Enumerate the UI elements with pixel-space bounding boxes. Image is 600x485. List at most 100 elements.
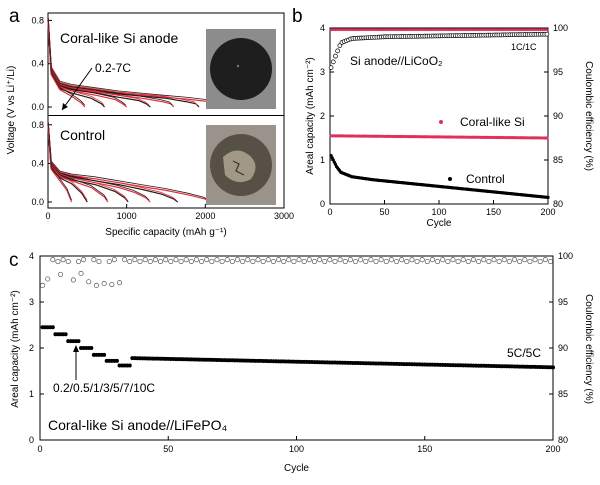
ce-point [358, 257, 364, 263]
ce-point [122, 257, 128, 263]
capacity-point-rate [50, 325, 55, 330]
subplot-label-control: Control [60, 127, 105, 143]
title-annotation-b: Si anode//LiCoO₂ [350, 54, 443, 68]
ce-point-control [544, 31, 550, 37]
y2-axis-label-c: Coulombic efficiency (%) [583, 294, 594, 404]
ce-point [311, 258, 318, 265]
voltage-curve-charge-coral-3 [47, 18, 173, 106]
x-tick-label-a: 0 [45, 211, 50, 221]
ce-point-coral [458, 28, 462, 32]
ce-point [265, 257, 271, 263]
ce-point-coral [534, 28, 538, 32]
ce-point-coral [484, 28, 488, 32]
ce-point-coral [362, 28, 366, 32]
rate-annotation-b: 1C/1C [511, 42, 537, 52]
panel-b: b0 50 100 150 2000123480859095100CycleAreal … [292, 6, 594, 229]
ce-point [275, 257, 282, 263]
capacity-point-long [551, 365, 555, 370]
ce-point [245, 257, 251, 263]
ce-point-coral [340, 28, 344, 32]
ce-point [50, 257, 56, 263]
ce-point-coral [499, 28, 503, 32]
legend-marker-control [448, 177, 452, 181]
ce-point [414, 258, 420, 265]
x-axis-label-c: Cycle [284, 463, 309, 474]
ce-point-coral [329, 28, 333, 32]
ce-point-coral [334, 28, 337, 32]
y-tick-label-b: 1 [320, 155, 325, 165]
ce-point [332, 258, 338, 265]
long-rate-annotation-c: 5C/5C [507, 346, 541, 360]
ce-point-coral [486, 28, 490, 32]
ce-point-coral [405, 28, 409, 32]
ce-point-coral [414, 28, 418, 32]
ce-point-control [328, 65, 334, 70]
voltage-curve-charge-coral-2 [47, 18, 198, 106]
y2-axis-label-b: Coulombic efficiency (%) [583, 61, 594, 171]
ce-point-coral [521, 28, 525, 32]
axes-frame-a [47, 12, 285, 209]
ce-point-coral [384, 28, 387, 32]
ce-point-coral [480, 28, 483, 32]
ce-point-coral [464, 28, 468, 32]
ce-point [152, 257, 158, 263]
ce-point [45, 276, 51, 282]
voltage-curve-charge-control-3 [47, 122, 150, 201]
y-tick-label-a: 0.8 [31, 15, 44, 25]
ce-point [219, 258, 225, 265]
ce-point-coral [471, 28, 475, 32]
ce-point [188, 258, 194, 265]
y-tick-label-a: 0.4 [31, 158, 44, 168]
panel-letter-c: c [9, 250, 19, 271]
ce-point [178, 258, 184, 265]
x-tick-label-c: 50 [163, 444, 173, 454]
ce-point-coral [501, 28, 505, 32]
ce-point [101, 281, 107, 287]
capacity-point-rate [102, 352, 107, 357]
ce-point-coral [467, 28, 470, 32]
ce-point-coral [338, 28, 342, 32]
ce-point [501, 257, 507, 263]
ce-point-coral [517, 28, 520, 32]
ce-point [240, 258, 246, 265]
x-axis-label-a: Specific capacity (mAh g⁻¹) [105, 227, 226, 238]
ce-point [337, 257, 343, 263]
y2-tick-label-b: 100 [553, 23, 568, 33]
ce-point-outlier [93, 282, 99, 288]
ce-point-coral [506, 28, 510, 32]
ce-point-coral [358, 28, 361, 32]
ce-point-coral [504, 28, 507, 32]
ce-point-outlier [78, 270, 84, 277]
ce-point-coral [360, 28, 364, 32]
rate-arrow-a [61, 67, 93, 111]
ce-point [317, 257, 323, 263]
ce-point-coral [392, 28, 396, 32]
ce-point [322, 258, 328, 265]
ce-point [224, 257, 230, 263]
rate-arrowhead-a [62, 103, 68, 110]
ce-point [163, 257, 169, 263]
ce-point-coral [410, 28, 414, 32]
ce-point-coral [451, 28, 455, 32]
ce-point [383, 258, 389, 265]
ce-point-coral [347, 28, 350, 32]
ce-point [542, 257, 548, 263]
electrode-crack-line [232, 160, 245, 176]
ce-point-control [333, 53, 338, 59]
ce-point-coral [495, 28, 499, 32]
ce-point [86, 279, 92, 285]
y-tick-label-b: 3 [320, 67, 325, 77]
capacity-point-rate [89, 346, 94, 350]
ce-point [270, 258, 276, 265]
capacity-point-rate [127, 363, 132, 368]
title-annotation-c: Coral-like Si anode//LiFePO₄ [48, 417, 228, 433]
ce-point [306, 257, 312, 263]
capacity-point-rate [63, 332, 68, 337]
rate-arrowhead-c [73, 345, 79, 352]
ce-point-coral [388, 28, 392, 32]
ce-point [481, 257, 487, 263]
ce-point-coral [390, 28, 394, 32]
ce-point-coral [449, 28, 453, 32]
ce-point-coral [342, 28, 346, 32]
ce-point [476, 258, 482, 265]
